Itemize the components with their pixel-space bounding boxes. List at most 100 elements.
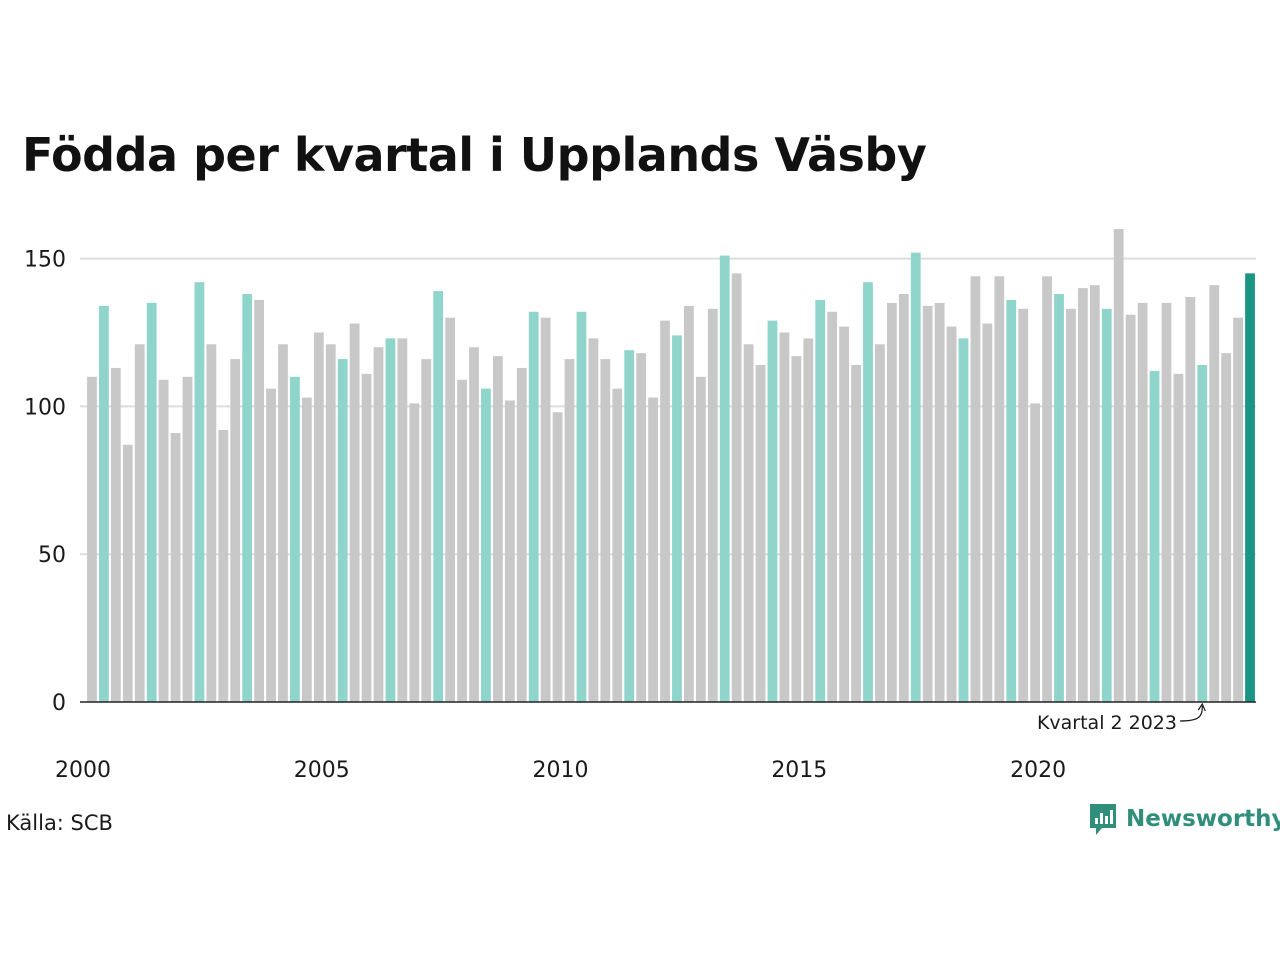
bar: [349, 323, 360, 702]
bar: [492, 356, 503, 702]
x-tick-label: 2000: [55, 758, 111, 783]
bar: [946, 326, 957, 702]
bar: [1125, 314, 1136, 702]
bar: [994, 276, 1005, 702]
bar: [1233, 317, 1243, 702]
bar: [1113, 229, 1124, 702]
y-tick-label: 150: [24, 248, 66, 273]
bar: [612, 388, 623, 702]
bar: [540, 317, 551, 702]
bar: [636, 353, 647, 702]
bar: [1185, 296, 1196, 702]
bar: [1018, 308, 1029, 702]
bars: [87, 229, 1255, 702]
bar: [875, 344, 885, 702]
bar: [337, 359, 348, 702]
bar: [1137, 302, 1148, 702]
bar: [242, 294, 253, 702]
bar: [648, 397, 658, 702]
x-tick-label: 2020: [1010, 758, 1066, 783]
bar: [266, 388, 276, 702]
bar: [934, 302, 945, 702]
bar: [457, 379, 467, 702]
bar: [99, 305, 109, 702]
bar: [958, 338, 969, 702]
bar: [122, 444, 133, 702]
source-note: Källa: SCB: [6, 811, 113, 835]
brand-name: Newsworthy: [1126, 806, 1280, 832]
bar: [481, 388, 491, 702]
bar: [1089, 285, 1100, 702]
bar: [767, 320, 778, 702]
bar: [695, 376, 706, 702]
y-tick-label: 100: [24, 395, 66, 420]
bar: [134, 344, 145, 702]
bar: [325, 344, 336, 702]
bar: [1054, 294, 1064, 702]
bar: [684, 305, 694, 702]
bar: [1173, 373, 1184, 702]
bar: [504, 400, 515, 702]
bar: [815, 299, 826, 702]
x-tick-label: 2010: [533, 758, 589, 783]
bar: [230, 359, 241, 702]
bar: [624, 350, 635, 702]
bar: [206, 344, 217, 702]
bar: [158, 379, 169, 702]
bar: [1006, 299, 1017, 702]
bar: [397, 338, 408, 702]
bar: [301, 397, 312, 702]
bar: [886, 302, 897, 702]
bar: [290, 376, 300, 702]
bar: [1221, 353, 1232, 702]
x-tick-label: 2015: [771, 758, 827, 783]
bar: [922, 305, 933, 702]
bar: [218, 430, 229, 702]
bar: [182, 376, 193, 702]
bar: [600, 359, 611, 702]
bar: [779, 332, 790, 702]
bar: [827, 311, 838, 702]
bar: [851, 364, 861, 702]
bar: [254, 299, 265, 702]
chart-title: Födda per kvartal i Upplands Väsby: [22, 128, 927, 182]
bar: [982, 323, 993, 702]
bar: [528, 311, 539, 702]
bar: [87, 376, 97, 702]
bar: [672, 335, 682, 702]
annotation-label: Kvartal 2 2023: [1037, 712, 1177, 734]
bar: [194, 282, 205, 702]
bar: [791, 356, 802, 702]
bar: [564, 359, 575, 702]
bar: [898, 294, 909, 702]
bar: [707, 308, 718, 702]
bar: [970, 276, 981, 702]
bar: [1066, 308, 1076, 702]
bar: [803, 338, 814, 702]
bar: [469, 347, 479, 702]
bar: [719, 255, 730, 702]
bar: [433, 291, 444, 702]
bar: [588, 338, 599, 702]
bar: [863, 282, 873, 702]
bar: [910, 252, 921, 702]
brand-logo[interactable]: Newsworthy: [1088, 802, 1280, 836]
bar: [1101, 308, 1112, 702]
bar: [1042, 276, 1052, 702]
newsworthy-logo-icon: [1090, 804, 1116, 835]
bar: [421, 359, 432, 702]
bar: [1161, 302, 1172, 702]
bar: [755, 364, 766, 702]
bar: [731, 273, 742, 702]
bar: [110, 367, 121, 702]
x-tick-label: 2005: [294, 758, 350, 783]
bar: [409, 403, 420, 702]
y-tick-label: 50: [38, 543, 66, 568]
bar: [373, 347, 384, 702]
bar: [839, 326, 850, 702]
bar: [313, 332, 324, 702]
bar: [660, 320, 670, 702]
y-tick-label: 0: [52, 691, 66, 716]
bar: [1030, 403, 1041, 702]
bar: [552, 412, 563, 702]
